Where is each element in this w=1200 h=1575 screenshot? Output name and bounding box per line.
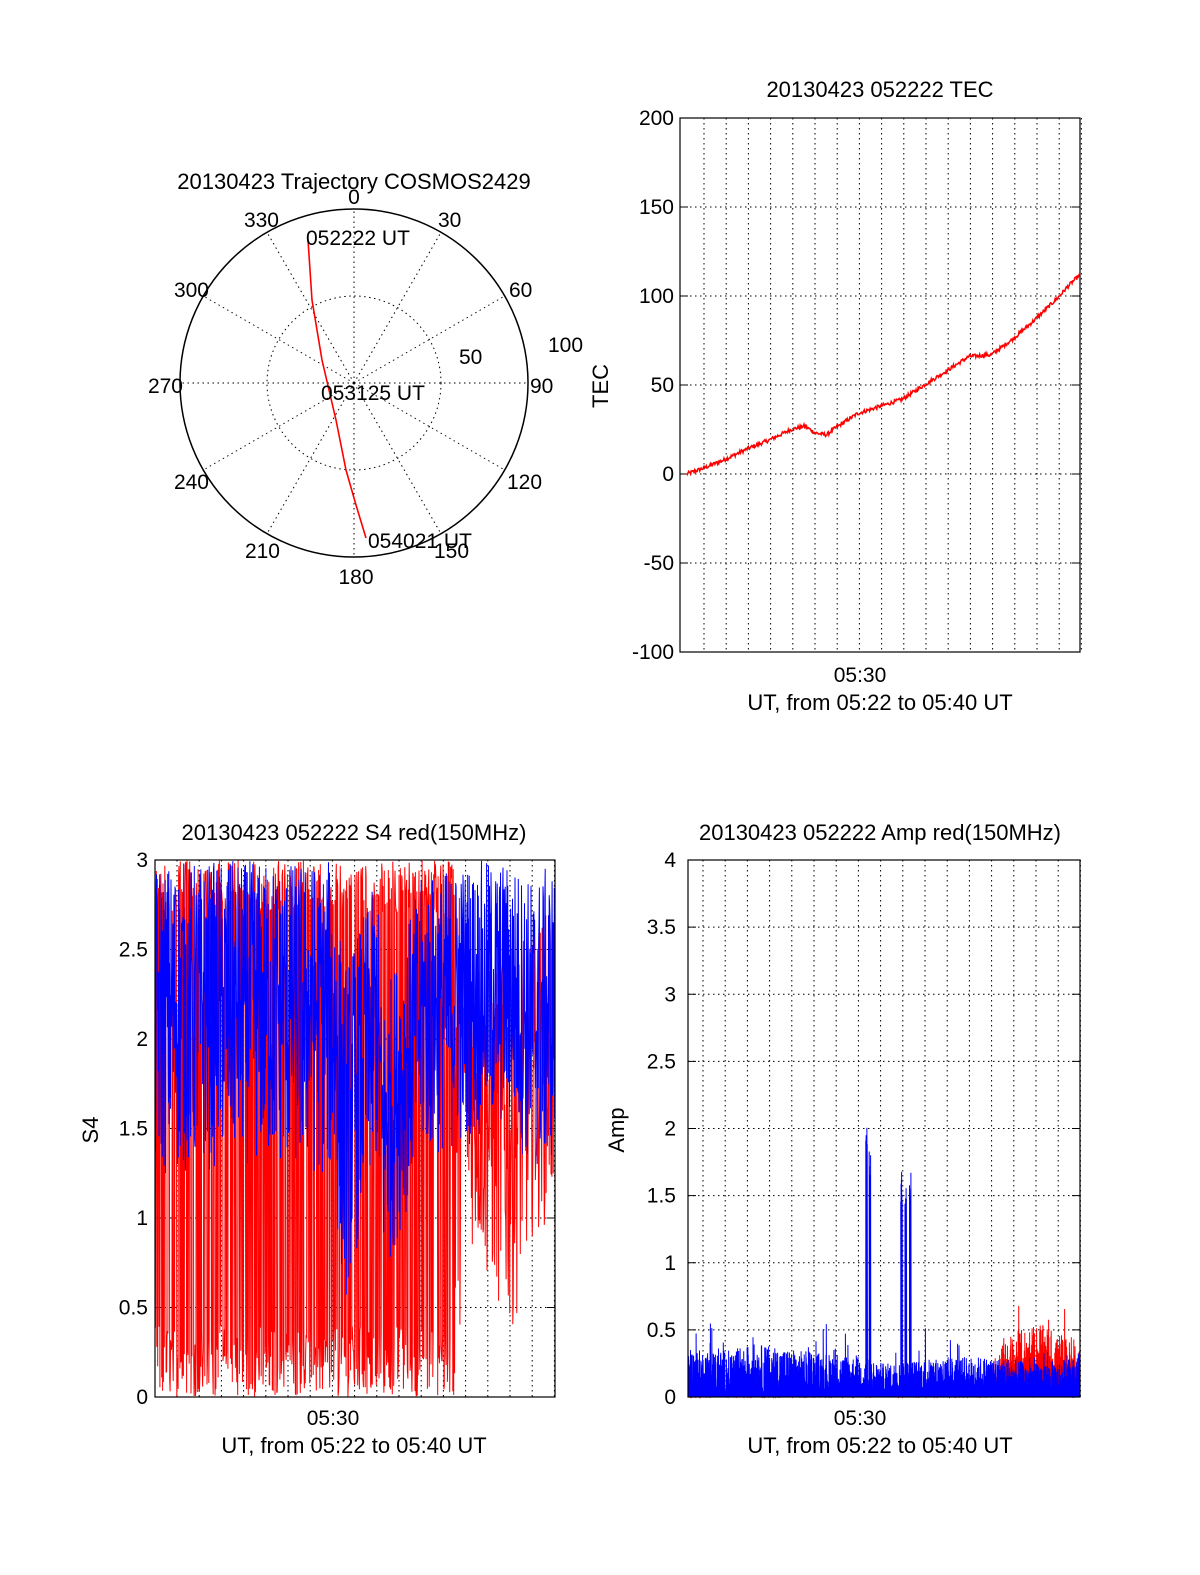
tec-chart: 20130423 052222 TEC -100-50050100150200 … xyxy=(588,77,1082,715)
polar-radial-labels: 50 100 xyxy=(459,334,583,369)
s4-x-axis-label: UT, from 05:22 to 05:40 UT xyxy=(221,1433,486,1458)
tec-x-tick-label: 05:30 xyxy=(834,664,887,687)
y-tick-label: 1.5 xyxy=(647,1185,676,1208)
polar-grid xyxy=(180,209,528,557)
y-tick-label: 50 xyxy=(651,374,674,397)
polar-spoke xyxy=(353,382,505,471)
tec-y-axis-label: TEC xyxy=(588,364,613,408)
s4-y-axis-label: S4 xyxy=(78,1117,103,1144)
y-tick-label: 0 xyxy=(662,463,674,486)
y-tick-label: 0 xyxy=(664,1386,676,1409)
y-tick-label: -50 xyxy=(644,552,674,575)
polar-spoke xyxy=(203,382,355,471)
polar-radial-label: 50 xyxy=(459,346,482,369)
trajectory-annotations: 052222 UT 053125 UT 054021 UT xyxy=(306,227,472,553)
tec-plot-frame xyxy=(679,117,1081,653)
polar-angle-label: 120 xyxy=(507,471,542,494)
y-tick-label: 0 xyxy=(136,1386,148,1409)
s4-y-tick-labels: 0 0.5 1 1.5 2 2.5 3 xyxy=(119,849,148,1409)
y-tick-label: 100 xyxy=(639,285,674,308)
amp-x-axis-label: UT, from 05:22 to 05:40 UT xyxy=(747,1433,1012,1458)
s4-blue-series xyxy=(154,860,556,1295)
trajectory-annotation: 052222 UT xyxy=(306,227,410,250)
polar-angle-labels: 0 30 60 90 120 150 180 210 240 270 300 330 xyxy=(148,186,553,589)
polar-spoke xyxy=(353,295,505,384)
trajectory-annotation: 054021 UT xyxy=(368,530,472,553)
polar-angle-label: 210 xyxy=(245,540,280,563)
polar-angle-label: 300 xyxy=(174,279,209,302)
polar-inner-ring xyxy=(266,295,442,471)
y-tick-label: 2.5 xyxy=(647,1050,676,1073)
y-tick-label: 4 xyxy=(664,849,676,872)
amp-y-tick-labels: 0 0.5 1 1.5 2 2.5 3 3.5 4 xyxy=(647,849,677,1409)
polar-angle-label: 30 xyxy=(438,209,461,232)
y-tick-label: 2 xyxy=(664,1118,676,1141)
s4-title: 20130423 052222 S4 red(150MHz) xyxy=(182,820,527,845)
polar-spoke xyxy=(353,382,442,534)
tec-title: 20130423 052222 TEC xyxy=(766,77,993,102)
s4-plot-frame xyxy=(154,859,556,1398)
polar-spoke xyxy=(266,232,355,384)
polar-angle-label: 150 xyxy=(434,540,469,563)
amp-grid xyxy=(688,859,1081,1398)
polar-angle-label: 330 xyxy=(244,209,279,232)
s4-x-tick-label: 05:30 xyxy=(307,1407,360,1430)
tec-series-line xyxy=(686,272,1081,477)
polar-radial-label: 100 xyxy=(548,334,583,357)
y-tick-label: 0.5 xyxy=(119,1297,148,1320)
y-tick-label: 1 xyxy=(664,1252,676,1275)
tec-grid xyxy=(680,117,1082,653)
polar-angle-label: 0 xyxy=(348,186,360,209)
y-tick-label: -100 xyxy=(632,641,674,664)
y-tick-label: 0.5 xyxy=(647,1319,676,1342)
amp-title: 20130423 052222 Amp red(150MHz) xyxy=(699,820,1061,845)
amp-chart: 20130423 052222 Amp red(150MHz) 0 0.5 1 1.5… xyxy=(604,820,1081,1458)
s4-series xyxy=(154,860,556,1397)
polar-trajectory-chart: 20130423 Trajectory COSMOS2429 0 30 60 90 12… xyxy=(148,169,583,589)
y-tick-label: 200 xyxy=(639,107,674,130)
trajectory-annotation: 053125 UT xyxy=(321,382,425,405)
s4-chart: 20130423 052222 S4 red(150MHz) 0 0.5 1 1.5 2… xyxy=(78,820,556,1458)
amp-y-axis-label: Amp xyxy=(604,1107,629,1152)
y-tick-label: 2.5 xyxy=(119,939,148,962)
y-tick-label: 2 xyxy=(136,1028,148,1051)
y-tick-label: 150 xyxy=(639,196,674,219)
amp-x-tick-label: 05:30 xyxy=(834,1407,887,1430)
trajectory-line xyxy=(307,239,367,539)
y-tick-label: 3 xyxy=(136,849,148,872)
y-tick-label: 3.5 xyxy=(647,916,676,939)
y-tick-label: 3 xyxy=(664,983,676,1006)
polar-angle-label: 180 xyxy=(338,566,373,589)
amp-plot-frame xyxy=(687,859,1081,1398)
tec-y-tick-labels: -100 -50 0 50 100 150 200 xyxy=(632,107,674,664)
polar-spoke xyxy=(203,295,355,384)
polar-angle-label: 240 xyxy=(174,471,209,494)
polar-outer-ring xyxy=(179,208,529,558)
polar-title: 20130423 Trajectory COSMOS2429 xyxy=(177,169,530,194)
polar-angle-label: 60 xyxy=(509,279,532,302)
polar-angle-label: 90 xyxy=(530,375,553,398)
polar-spoke xyxy=(353,232,442,384)
y-tick-label: 1.5 xyxy=(119,1118,148,1141)
y-tick-label: 1 xyxy=(136,1207,148,1230)
polar-spoke xyxy=(266,382,355,534)
polar-angle-label: 270 xyxy=(148,375,183,398)
tec-x-axis-label: UT, from 05:22 to 05:40 UT xyxy=(747,690,1012,715)
